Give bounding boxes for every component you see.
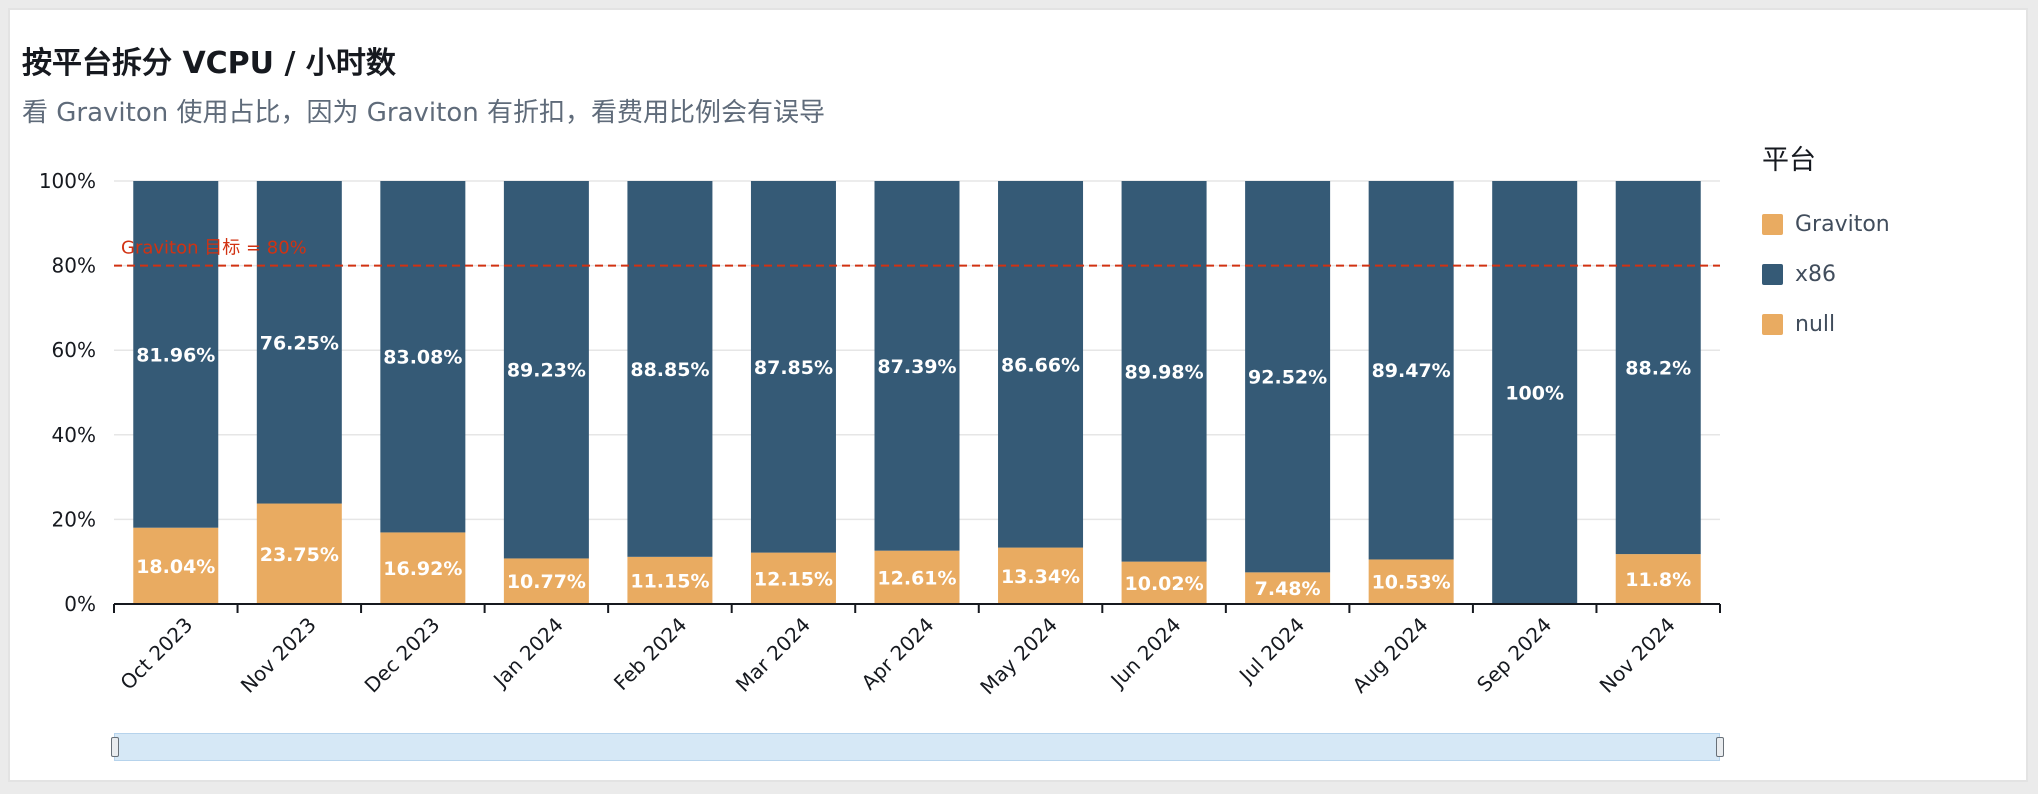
legend-item-null[interactable]: null (1762, 299, 1890, 349)
bar-segment-graviton (874, 550, 960, 604)
data-label: 18.04% (136, 556, 215, 578)
legend-swatch (1762, 263, 1783, 285)
x-tick-label: Jan 2024 (487, 613, 568, 694)
x-tick-label: Jun 2024 (1105, 613, 1186, 694)
data-label: 10.77% (507, 571, 586, 593)
range-brush-right-handle[interactable] (1716, 737, 1724, 757)
bar-segment-graviton (1245, 572, 1331, 604)
chart-title: 按平台拆分 VCPU / 小时数 (22, 46, 396, 81)
x-tick-label: May 2024 (975, 613, 1062, 700)
data-label: 13.34% (1001, 566, 1080, 588)
x-tick-label: Apr 2024 (857, 613, 939, 695)
y-tick-label: 20% (52, 507, 96, 531)
data-label: 88.2% (1625, 358, 1691, 380)
legend-label: x86 (1795, 261, 1837, 287)
data-label: 12.15% (754, 568, 833, 590)
data-label: 89.47% (1372, 360, 1451, 382)
legend-label: Graviton (1795, 211, 1890, 237)
x-tick-label: Nov 2024 (1595, 613, 1680, 698)
data-label: 88.85% (630, 359, 709, 381)
x-tick-label: Sep 2024 (1472, 613, 1556, 697)
data-label: 76.25% (260, 332, 339, 354)
legend-swatch (1762, 213, 1783, 235)
bar-segment-x86 (627, 181, 713, 557)
bar-segment-graviton (133, 527, 219, 604)
bar-segment-x86 (1368, 181, 1454, 560)
bar-segment-x86 (1121, 181, 1207, 562)
x-tick-label: Feb 2024 (609, 613, 691, 695)
data-label: 89.23% (507, 360, 586, 382)
data-label: 10.53% (1372, 572, 1451, 594)
x-tick-label: Oct 2023 (115, 613, 197, 695)
legend-label: null (1795, 311, 1836, 337)
data-label: 11.15% (630, 570, 709, 592)
legend-title: 平台 (1762, 145, 1816, 176)
bar-segment-x86 (1615, 181, 1701, 555)
bar-segment-x86 (380, 181, 466, 533)
data-label: 11.8% (1625, 569, 1691, 591)
bar-segment-graviton (627, 556, 713, 604)
bar-segment-graviton (380, 532, 466, 604)
data-label: 86.66% (1001, 354, 1080, 376)
data-label: 10.02% (1125, 573, 1204, 595)
range-brush-left-handle[interactable] (111, 737, 119, 757)
chart-subtitle: 看 Graviton 使用占比，因为 Graviton 有折扣，看费用比例会有误… (22, 98, 825, 128)
x-tick-label: Dec 2023 (360, 613, 445, 698)
y-tick-label: 40% (52, 423, 96, 447)
bar-segment-x86 (133, 181, 219, 528)
x-tick-label: Nov 2023 (236, 613, 321, 698)
data-label: 92.52% (1248, 367, 1327, 389)
bar-segment-graviton (1121, 561, 1207, 604)
legend-item-x86[interactable]: x86 (1762, 249, 1890, 299)
legend-swatch (1762, 313, 1783, 335)
bar-segment-graviton (256, 503, 342, 604)
reference-line-label: Graviton 目标 = 80% (121, 238, 307, 259)
bar-segment-graviton (1368, 559, 1454, 604)
data-label: 83.08% (383, 347, 462, 369)
x-tick-label: Mar 2024 (731, 613, 815, 697)
bar-segment-x86 (998, 181, 1084, 548)
range-brush-track[interactable] (114, 733, 1720, 761)
y-tick-label: 100% (39, 169, 96, 193)
bar-segment-graviton (503, 558, 589, 604)
legend: 平台 Graviton x86 null (1762, 138, 1890, 349)
y-tick-label: 0% (64, 592, 96, 616)
data-label: 89.98% (1125, 361, 1204, 383)
data-label: 16.92% (383, 558, 462, 580)
data-label: 12.61% (877, 567, 956, 589)
bar-segment-x86 (750, 181, 836, 553)
legend-item-graviton[interactable]: Graviton (1762, 199, 1890, 249)
y-tick-label: 80% (52, 254, 96, 278)
x-tick-label: Aug 2024 (1348, 613, 1433, 698)
bar-segment-graviton (998, 547, 1084, 604)
bar-segment-x86 (1245, 181, 1331, 573)
data-label: 23.75% (260, 544, 339, 566)
bar-segment-x86 (256, 181, 342, 504)
bar-segment-x86 (503, 181, 589, 559)
data-label: 87.39% (877, 356, 956, 378)
data-label: 100% (1505, 383, 1564, 405)
bar-segment-graviton (1615, 554, 1701, 604)
y-tick-label: 60% (52, 338, 96, 362)
data-label: 81.96% (136, 344, 215, 366)
bar-segment-graviton (750, 552, 836, 604)
bar-segment-x86 (1492, 181, 1578, 604)
data-label: 87.85% (754, 357, 833, 379)
x-tick-label: Jul 2024 (1233, 613, 1309, 689)
data-label: 7.48% (1255, 578, 1321, 600)
bar-segment-x86 (874, 181, 960, 551)
